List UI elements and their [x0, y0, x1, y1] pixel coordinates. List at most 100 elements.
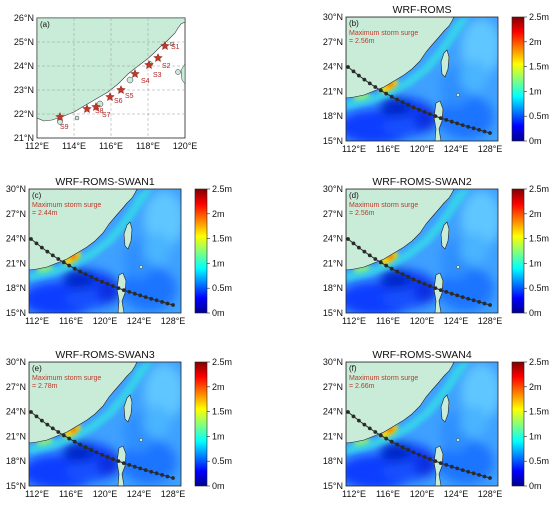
max-surge-value: = 2.78m	[32, 383, 58, 390]
panel-a-lon-tick: 118°E	[136, 141, 160, 151]
colorbar-gradient	[511, 188, 525, 314]
colorbar-tick-label: 1m	[212, 431, 225, 441]
colorbar-tick-label: 0m	[212, 481, 225, 491]
track-point	[460, 123, 465, 127]
lon-tick: 112°E	[342, 489, 366, 499]
lon-tick: 124°E	[127, 316, 152, 326]
panel-title-f: WRF-ROMS-SWAN4	[372, 349, 472, 361]
track-point	[400, 445, 405, 450]
station-label-s3: S3	[153, 72, 162, 79]
colorbar-tick-label: 1.5m	[529, 234, 549, 244]
track-point	[367, 253, 372, 258]
track-point	[367, 81, 372, 86]
lat-tick: 18°N	[6, 283, 26, 293]
lat-tick: 27°N	[323, 209, 343, 219]
station-label-s4: S4	[141, 78, 150, 85]
track-point	[50, 426, 55, 431]
track-point	[40, 245, 44, 250]
track-point	[83, 445, 88, 450]
track-point	[428, 284, 432, 288]
lon-tick: 120°E	[410, 144, 435, 154]
track-point	[143, 468, 148, 472]
colorbar-tick-label: 0m	[529, 136, 542, 146]
colorbar-tick-label: 0m	[212, 308, 225, 318]
track-point	[357, 418, 361, 423]
track-point	[121, 461, 126, 465]
panel-b: (b) Maximum storm surge= 2.56m WRF-ROMS 30°…	[323, 4, 549, 154]
taiwan	[123, 394, 133, 423]
colorbar-tick-label: 2m	[529, 209, 542, 219]
track-point	[428, 112, 432, 116]
station-star-s7	[91, 101, 101, 112]
track-point	[395, 442, 400, 447]
lat-tick: 15°N	[323, 308, 343, 318]
track-point	[367, 426, 372, 431]
surge-map-panels: (b)Maximum storm surge= 2.56mWRF-ROMS30°…	[6, 4, 549, 499]
lat-tick: 15°N	[6, 481, 26, 491]
colorbar-tick-label: 0.5m	[212, 283, 232, 293]
lat-tick: 24°N	[6, 407, 26, 417]
lat-tick: 18°N	[323, 283, 343, 293]
lat-tick: 24°N	[6, 234, 26, 244]
lon-tick: 128°E	[478, 316, 503, 326]
station-star-s8	[82, 103, 92, 114]
track-point	[466, 469, 471, 474]
track-point	[400, 100, 405, 105]
track-point	[165, 301, 170, 306]
panel-a-lat-tick: 23°N	[14, 85, 34, 95]
surge-maximum	[36, 251, 81, 273]
lat-tick: 30°N	[323, 12, 343, 22]
track-point	[132, 291, 137, 296]
island	[139, 438, 143, 442]
max-surge-note: Maximum storm surge	[349, 30, 418, 37]
track-point	[449, 464, 454, 469]
lon-tick: 128°E	[478, 144, 503, 154]
track-point	[346, 65, 350, 69]
track-point	[406, 103, 410, 107]
colorbar-tick-label: 2m	[529, 382, 542, 392]
lon-tick: 112°E	[25, 316, 49, 326]
track-point	[67, 436, 72, 441]
station-star-s9	[55, 111, 65, 122]
lat-tick: 21°N	[6, 431, 26, 441]
island-6	[74, 115, 80, 121]
track-point	[477, 128, 481, 132]
panel-a-lat-tick: 21°N	[14, 133, 34, 143]
panel-e-border	[28, 361, 182, 487]
track-point	[488, 476, 492, 480]
luzon	[433, 100, 444, 141]
colorbar-tick-label: 2.5m	[529, 184, 549, 194]
max-surge-value: = 2.44m	[32, 210, 58, 217]
luzon	[116, 272, 127, 313]
track-point	[455, 293, 460, 298]
mainland	[346, 362, 455, 444]
colorbar-tick-label: 0.5m	[212, 456, 232, 466]
panel-b-field	[346, 17, 498, 141]
lat-tick: 21°N	[323, 431, 343, 441]
max-surge-note: Maximum storm surge	[349, 375, 418, 382]
track-point	[411, 277, 416, 282]
lon-tick: 116°E	[376, 489, 400, 499]
panel-a-lon-tick: 112°E	[25, 141, 49, 151]
track-point	[89, 448, 93, 452]
colorbar-tick-label: 0m	[529, 308, 542, 318]
panel-e: (e) Maximum storm surge= 2.78m WRF-ROMS-SW…	[6, 349, 232, 499]
track-point	[455, 121, 460, 126]
track-point	[378, 260, 383, 265]
panel-label-d: (d)	[349, 191, 359, 200]
panel-a-lon-tick: 120°E	[173, 141, 198, 151]
track-point	[471, 471, 476, 476]
track-point	[433, 459, 438, 463]
track-point	[417, 107, 421, 112]
colorbar-tick-label: 1m	[529, 86, 542, 96]
track-point	[373, 430, 378, 434]
colorbar: 2.5m 2m 1.5m 1m 0.5m 0m	[511, 184, 549, 318]
island	[456, 438, 460, 442]
track-point	[100, 452, 104, 457]
track-point	[171, 303, 175, 307]
track-point	[149, 296, 154, 301]
track-point	[121, 288, 126, 292]
track-point	[460, 295, 465, 299]
track-point	[45, 249, 50, 254]
track-point	[105, 455, 110, 459]
